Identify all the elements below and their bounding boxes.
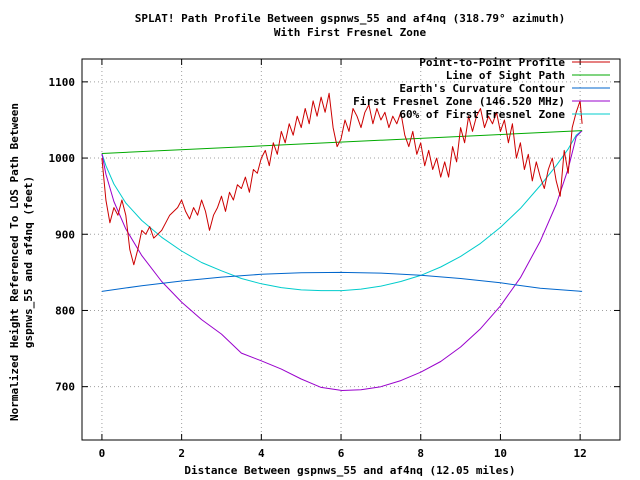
series-layer xyxy=(101,92,583,391)
chart-subtitle: With First Fresnel Zone xyxy=(274,26,427,39)
series-line-2 xyxy=(101,271,583,292)
x-tick-label: 4 xyxy=(258,447,265,460)
legend-label: Line of Sight Path xyxy=(446,69,565,82)
legend-label: 60% of First Fresnel Zone xyxy=(399,108,565,121)
legend-label: Earth's Curvature Contour xyxy=(399,82,565,95)
series-line-3 xyxy=(101,130,583,391)
series-line-4 xyxy=(101,130,583,292)
y-axis-label-line2: gspnws_55 and af4nq (feet) xyxy=(22,176,35,348)
x-axis-ticks: 0 2 4 6 8 10 12 xyxy=(99,59,587,460)
legend-label: Point-to-Point Profile xyxy=(419,56,565,69)
y-tick-label: 1100 xyxy=(49,76,76,89)
y-tick-label: 900 xyxy=(55,228,75,241)
series-line-0 xyxy=(101,92,583,266)
y-axis-label: Normalized Height Referenced To LOS Path… xyxy=(8,103,21,421)
y-tick-label: 800 xyxy=(55,304,75,317)
y-tick-label: 700 xyxy=(55,381,75,394)
chart-title: SPLAT! Path Profile Between gspnws_55 an… xyxy=(135,12,565,25)
y-tick-label: 1000 xyxy=(49,152,76,165)
series-line-1 xyxy=(101,130,583,154)
legend-label: First Fresnel Zone (146.520 MHz) xyxy=(353,95,565,108)
plot-frame xyxy=(81,58,621,441)
x-axis-label: Distance Between gspnws_55 and af4nq (12… xyxy=(184,464,515,477)
x-tick-label: 2 xyxy=(178,447,185,460)
x-tick-label: 12 xyxy=(574,447,587,460)
x-tick-label: 8 xyxy=(417,447,424,460)
y-axis-ticks: 700 800 900 1000 1100 xyxy=(49,76,620,394)
x-tick-label: 6 xyxy=(338,447,345,460)
grid xyxy=(82,59,620,440)
x-tick-label: 10 xyxy=(494,447,507,460)
x-tick-label: 0 xyxy=(99,447,106,460)
